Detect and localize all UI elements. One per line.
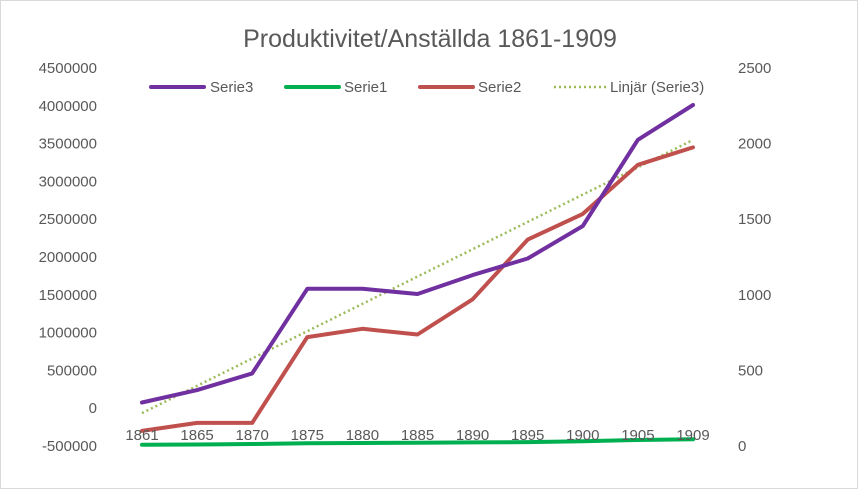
left-axis-tick-label: 1000000 <box>39 325 97 342</box>
series-layer <box>140 103 695 447</box>
left-axis-tick-label: 3000000 <box>39 173 97 190</box>
right-axis-tick-label: 2500 <box>738 60 771 77</box>
legend-label: Serie3 <box>210 79 253 96</box>
series-line-serie2 <box>140 145 695 433</box>
legend-item-2: Serie1 <box>284 79 387 96</box>
right-axis-tick-label: 1500 <box>738 211 771 228</box>
left-axis-tick-label: 500000 <box>47 362 97 379</box>
legend-label: Linjär (Serie3) <box>610 79 704 96</box>
left-axis-tick-label: 3500000 <box>39 136 97 153</box>
left-axis-tick-label: -500000 <box>42 438 97 455</box>
legend-label: Serie1 <box>344 79 387 96</box>
x-axis-tick-label: 1890 <box>456 427 489 444</box>
legend-item-3: Serie2 <box>418 79 521 96</box>
x-axis-tick-label: 1861 <box>125 427 158 444</box>
right-axis-tick-label: 500 <box>738 362 763 379</box>
right-axis-tick-label: 0 <box>738 438 746 455</box>
legend-item-1: Serie3 <box>149 79 253 96</box>
x-axis-tick-label: 1885 <box>401 427 434 444</box>
left-axis-tick-label: 0 <box>89 400 97 417</box>
left-axis-tick-label: 4500000 <box>39 60 97 77</box>
x-axis-tick-label: 1900 <box>566 427 599 444</box>
right-axis-tick-label: 1000 <box>738 287 771 304</box>
x-axis-tick-label: 1895 <box>511 427 544 444</box>
x-axis-tick-label: 1909 <box>676 427 709 444</box>
x-axis-ticks: 1861 1865 1870 1875 1880 1885 1890 1895 1900 1905… <box>125 427 709 444</box>
legend: Serie3 Serie1 Serie2 Linjär (Serie3) <box>149 79 704 96</box>
x-axis-tick-label: 1880 <box>346 427 379 444</box>
x-axis-tick-label: 1875 <box>291 427 324 444</box>
x-axis-tick-label: 1870 <box>236 427 269 444</box>
legend-item-4: Linjär (Serie3) <box>554 79 704 96</box>
chart-title: Produktivitet/Anställda 1861-1909 <box>243 25 617 53</box>
left-axis-ticks: -500000 0 500000 1000000 1500000 2000000 25000… <box>39 60 97 455</box>
left-axis-tick-label: 4000000 <box>39 98 97 115</box>
series-line-serie3 <box>140 103 695 405</box>
x-axis-tick-label: 1865 <box>180 427 213 444</box>
legend-label: Serie2 <box>478 79 521 96</box>
right-axis-ticks: 0 500 1000 1500 2000 2500 <box>738 60 771 455</box>
x-axis-tick-label: 1905 <box>621 427 654 444</box>
right-axis-tick-label: 2000 <box>738 136 771 153</box>
left-axis-tick-label: 1500000 <box>39 287 97 304</box>
left-axis-tick-label: 2500000 <box>39 211 97 228</box>
left-axis-tick-label: 2000000 <box>39 249 97 266</box>
series-line-serie1 <box>140 437 695 447</box>
